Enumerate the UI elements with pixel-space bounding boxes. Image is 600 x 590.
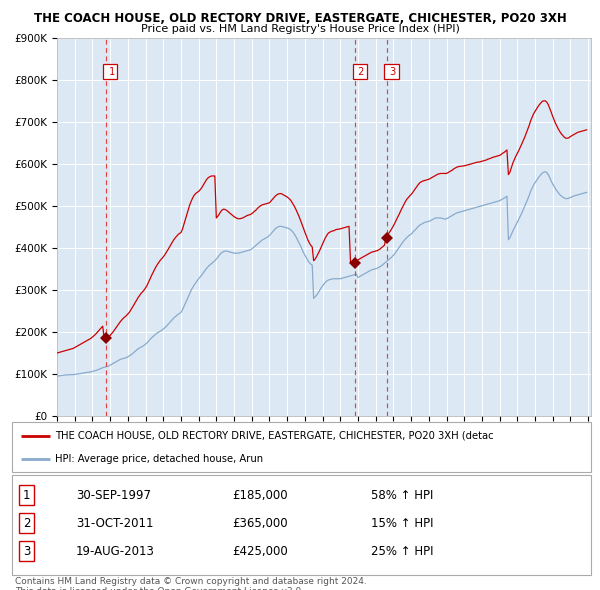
Text: £185,000: £185,000	[232, 489, 287, 502]
Text: 3: 3	[23, 545, 30, 558]
Text: 30-SEP-1997: 30-SEP-1997	[76, 489, 151, 502]
Text: Contains HM Land Registry data © Crown copyright and database right 2024.
This d: Contains HM Land Registry data © Crown c…	[15, 577, 367, 590]
Text: 2: 2	[355, 67, 364, 77]
Text: £365,000: £365,000	[232, 517, 287, 530]
Text: 31-OCT-2011: 31-OCT-2011	[76, 517, 153, 530]
Text: Price paid vs. HM Land Registry's House Price Index (HPI): Price paid vs. HM Land Registry's House …	[140, 24, 460, 34]
Text: 2: 2	[23, 517, 30, 530]
Text: 58% ↑ HPI: 58% ↑ HPI	[371, 489, 433, 502]
Text: 3: 3	[387, 67, 396, 77]
Text: £425,000: £425,000	[232, 545, 288, 558]
FancyBboxPatch shape	[12, 475, 591, 575]
FancyBboxPatch shape	[12, 422, 591, 472]
Text: HPI: Average price, detached house, Arun: HPI: Average price, detached house, Arun	[55, 454, 263, 464]
Text: THE COACH HOUSE, OLD RECTORY DRIVE, EASTERGATE, CHICHESTER, PO20 3XH (detac: THE COACH HOUSE, OLD RECTORY DRIVE, EAST…	[55, 431, 494, 441]
Text: 1: 1	[106, 67, 115, 77]
Text: 15% ↑ HPI: 15% ↑ HPI	[371, 517, 433, 530]
Text: THE COACH HOUSE, OLD RECTORY DRIVE, EASTERGATE, CHICHESTER, PO20 3XH: THE COACH HOUSE, OLD RECTORY DRIVE, EAST…	[34, 12, 566, 25]
Text: 25% ↑ HPI: 25% ↑ HPI	[371, 545, 433, 558]
Text: 1: 1	[23, 489, 30, 502]
Text: 19-AUG-2013: 19-AUG-2013	[76, 545, 155, 558]
